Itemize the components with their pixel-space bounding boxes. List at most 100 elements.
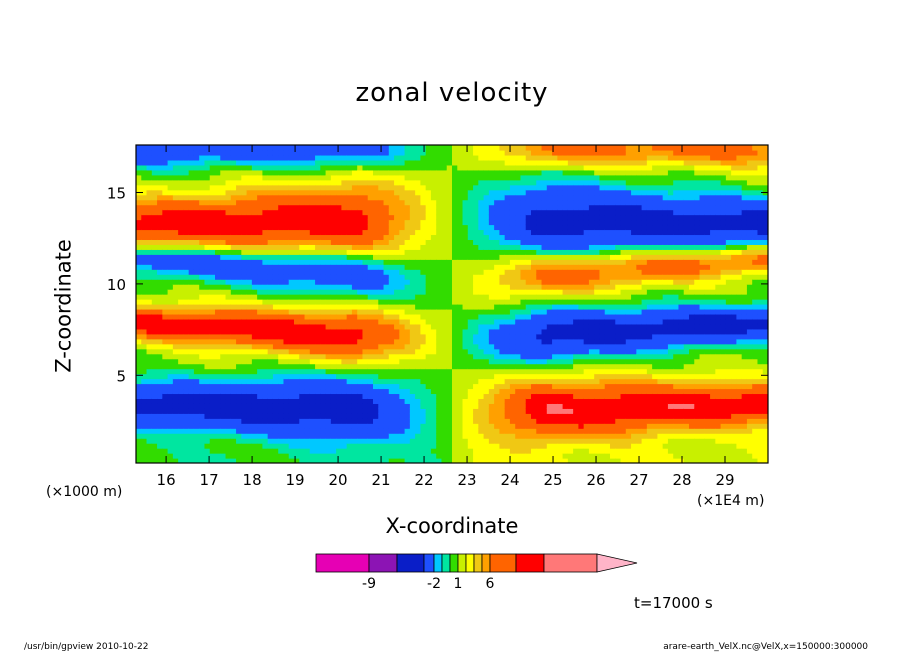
field-cell	[146, 358, 153, 365]
field-cell	[178, 433, 184, 439]
field-cell	[141, 423, 148, 429]
field-cell	[236, 418, 242, 424]
field-cell	[525, 348, 532, 355]
field-cell	[452, 174, 458, 181]
field-cell	[457, 219, 464, 226]
field-cell	[283, 458, 290, 463]
field-cell	[499, 398, 506, 404]
field-cell	[462, 159, 469, 166]
field-cell	[330, 383, 337, 390]
field-cell	[278, 264, 285, 270]
field-cell	[215, 338, 221, 345]
field-cell	[288, 204, 295, 211]
field-cell	[399, 343, 406, 350]
field-cell	[193, 274, 200, 280]
field-cell	[525, 224, 532, 231]
field-cell	[172, 433, 179, 439]
field-cell	[183, 174, 190, 181]
field-cell	[188, 453, 195, 459]
field-cell	[167, 164, 174, 171]
field-cell	[230, 403, 237, 409]
field-cell	[204, 433, 211, 439]
field-cell	[304, 388, 311, 395]
field-cell	[536, 299, 543, 305]
field-cell	[383, 313, 390, 320]
field-cell	[309, 383, 316, 390]
field-cell	[199, 249, 206, 255]
field-cell	[504, 438, 511, 444]
field-cell	[162, 304, 169, 310]
field-cell	[394, 219, 400, 226]
field-cell	[462, 348, 469, 355]
field-cell	[341, 443, 348, 449]
field-cell	[473, 174, 479, 181]
field-cell	[462, 418, 469, 424]
field-cell	[367, 423, 374, 429]
field-cell	[304, 284, 311, 290]
field-cell	[415, 453, 421, 459]
field-cell	[209, 304, 216, 310]
field-cell	[404, 145, 411, 151]
field-cell	[162, 279, 169, 285]
field-cell	[509, 448, 516, 454]
field-cell	[215, 169, 221, 176]
field-cell	[262, 438, 269, 444]
field-cell	[209, 204, 216, 211]
field-cell	[246, 145, 253, 151]
field-cell	[373, 274, 379, 280]
field-cell	[246, 284, 253, 290]
field-cell	[388, 453, 395, 459]
field-cell	[225, 264, 232, 270]
field-cell	[404, 343, 411, 350]
field-cell	[193, 244, 200, 250]
field-cell	[441, 299, 448, 305]
field-cell	[278, 159, 285, 166]
field-cell	[193, 145, 200, 151]
field-cell	[188, 159, 195, 166]
field-cell	[536, 393, 543, 400]
field-cell	[315, 443, 321, 449]
field-cell	[467, 428, 474, 434]
field-cell	[430, 264, 437, 270]
field-cell	[146, 333, 153, 340]
field-cell	[188, 179, 195, 186]
field-cell	[536, 328, 543, 335]
field-cell	[294, 383, 300, 390]
field-cell	[362, 378, 369, 385]
field-cell	[325, 234, 332, 241]
field-cell	[436, 328, 443, 335]
field-cell	[409, 428, 416, 434]
field-cell	[146, 279, 153, 285]
field-cell	[462, 194, 469, 201]
field-cell	[230, 284, 237, 290]
field-cell	[183, 428, 190, 434]
field-cell	[141, 154, 148, 161]
field-cell	[204, 254, 211, 260]
field-cell	[199, 269, 206, 275]
field-cell	[467, 368, 474, 375]
field-cell	[425, 353, 432, 360]
field-cell	[478, 318, 485, 325]
field-cell	[499, 413, 506, 419]
field-cell	[383, 154, 390, 161]
field-cell	[230, 304, 237, 310]
field-cell	[136, 373, 142, 380]
field-cell	[536, 209, 543, 216]
field-cell	[362, 343, 369, 350]
field-cell	[430, 438, 437, 444]
field-cell	[257, 373, 263, 380]
field-cell	[362, 204, 369, 211]
field-cell	[162, 299, 169, 305]
field-cell	[146, 338, 153, 345]
field-cell	[336, 284, 342, 290]
field-cell	[136, 239, 142, 245]
field-cell	[288, 423, 295, 429]
field-cell	[357, 458, 364, 463]
field-cell	[167, 343, 174, 350]
field-cell	[246, 458, 253, 463]
field-cell	[536, 169, 543, 176]
field-cell	[230, 154, 237, 161]
field-cell	[215, 428, 221, 434]
field-cell	[357, 259, 364, 265]
field-cell	[204, 189, 211, 196]
